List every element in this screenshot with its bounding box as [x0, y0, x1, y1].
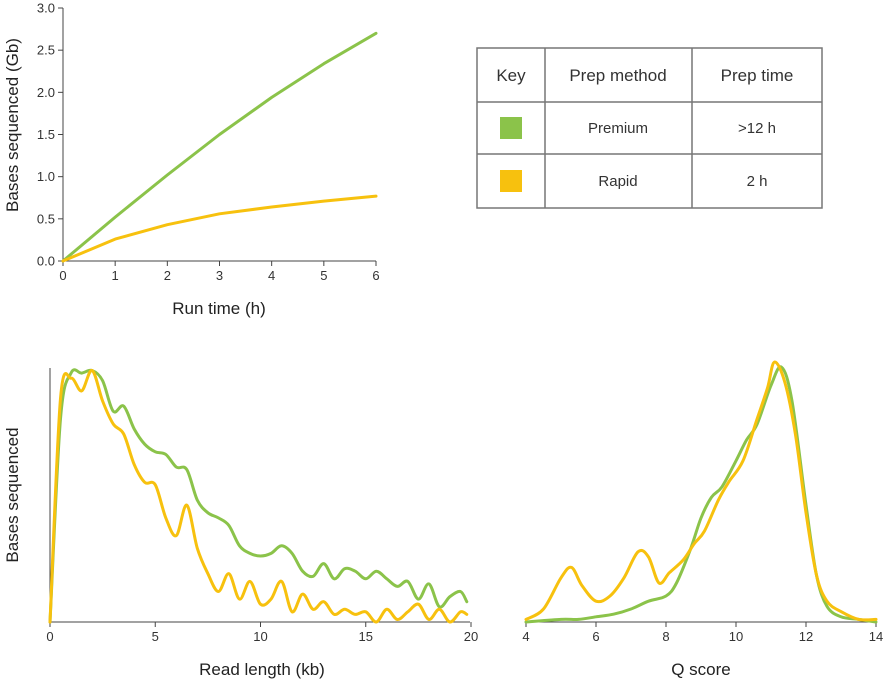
runtime-x-axis-label: Run time (h) [172, 299, 266, 318]
y-tick-label: 1.5 [37, 127, 55, 142]
y-tick-label: 1.0 [37, 169, 55, 184]
runtime-chart: 0.0 0.5 1.0 1.5 2.0 2.5 3.0 0 1 2 3 4 5 6 Run time (… [3, 1, 380, 319]
x-tick-label: 6 [372, 268, 379, 283]
x-tick-label: 3 [216, 268, 223, 283]
x-tick-label: 0 [46, 629, 53, 644]
x-tick-label: 8 [662, 629, 669, 644]
key-table-header: Prep method [569, 66, 666, 85]
rapid-series-line [524, 360, 878, 622]
read-length-y-axis-label: Bases sequenced [3, 427, 22, 562]
x-tick-label: 10 [253, 629, 267, 644]
x-tick-label: 4 [268, 268, 275, 283]
key-table-header: Prep time [721, 66, 794, 85]
x-tick-label: 1 [112, 268, 119, 283]
x-tick-label: 10 [729, 629, 743, 644]
read-length-x-axis-label: Read length (kb) [199, 660, 325, 679]
y-tick-label: 3.0 [37, 1, 55, 16]
y-tick-label: 0.5 [37, 211, 55, 226]
rapid-series-line [61, 194, 378, 263]
key-table-header: Key [496, 66, 526, 85]
x-tick-label: 5 [320, 268, 327, 283]
rapid-key-swatch [500, 170, 522, 192]
y-tick-label: 0.0 [37, 254, 55, 269]
y-tick-label: 2.5 [37, 43, 55, 58]
x-tick-label: 6 [592, 629, 599, 644]
x-tick-label: 0 [59, 268, 66, 283]
x-tick-label: 12 [799, 629, 813, 644]
premium-series-line [524, 365, 878, 624]
prep-time-rapid: 2 h [747, 173, 768, 190]
premium-series-line [61, 31, 378, 263]
x-tick-label: 20 [464, 629, 478, 644]
y-tick-label: 2.0 [37, 85, 55, 100]
prep-method-rapid: Rapid [598, 173, 637, 190]
prep-method-premium: Premium [588, 120, 648, 137]
key-table-border [476, 47, 823, 209]
x-tick-label: 14 [869, 629, 883, 644]
prep-time-premium: >12 h [738, 120, 776, 137]
rapid-series-line [48, 368, 469, 624]
premium-key-swatch [500, 117, 522, 139]
x-tick-label: 4 [522, 629, 529, 644]
q-score-chart: 4 6 8 10 12 14 Q score [522, 360, 883, 679]
key-table: Key Prep method Prep time Premium >12 h … [476, 47, 823, 209]
read-length-chart: 0 5 10 15 20 Read length (kb) Bases sequence… [3, 368, 478, 679]
x-tick-label: 15 [359, 629, 373, 644]
q-score-x-axis-label: Q score [671, 660, 731, 679]
x-tick-label: 5 [152, 629, 159, 644]
x-tick-label: 2 [164, 268, 171, 283]
runtime-y-axis-label: Bases sequenced (Gb) [3, 38, 22, 212]
premium-series-line [48, 368, 469, 624]
